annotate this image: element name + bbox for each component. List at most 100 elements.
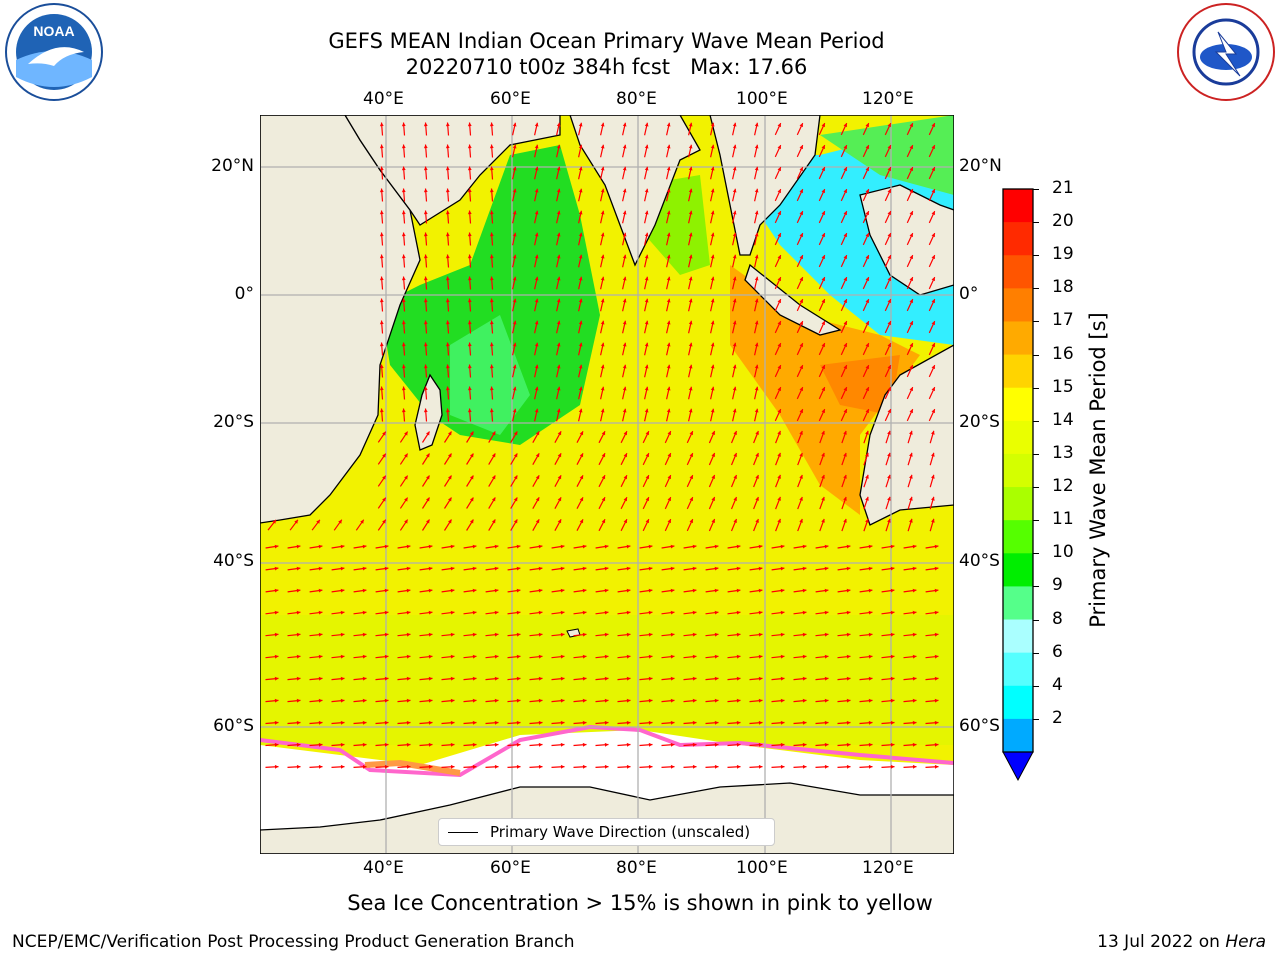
wave-arrow-head: [666, 408, 671, 413]
wave-arrow-head: [710, 276, 715, 281]
wave-arrow-head: [467, 166, 472, 171]
wave-arrow-head: [689, 497, 693, 502]
wave-arrow-head: [710, 298, 715, 303]
wave-arrow-head: [732, 232, 737, 237]
wave-arrow-head: [467, 364, 472, 369]
wave-arrow-head: [689, 475, 693, 480]
wave-arrow-head: [600, 408, 605, 413]
wave-arrow-head: [445, 144, 450, 149]
wave-arrow-head: [732, 364, 737, 369]
wave-arrow-head: [824, 676, 829, 681]
wave-arrow-head: [824, 720, 829, 725]
wave-arrow-head: [560, 632, 565, 637]
wave-arrow-head: [755, 475, 759, 479]
wave-arrow-head: [626, 654, 631, 659]
colorbar-cell: [1003, 487, 1033, 521]
wave-arrow-head: [931, 233, 935, 238]
wave-arrow-head: [799, 145, 803, 150]
wave-arrow-head: [821, 452, 825, 457]
wave-arrow-head: [556, 342, 561, 347]
wave-arrow-head: [340, 544, 345, 549]
wave-arrow-head: [538, 654, 543, 659]
wave-arrow-head: [890, 566, 895, 571]
wave-arrow-head: [382, 431, 386, 436]
legend-label: Primary Wave Direction (unscaled): [490, 823, 751, 841]
wave-arrow-head: [560, 720, 565, 725]
wave-arrow-head: [777, 409, 781, 414]
colorbar-cell: [1003, 718, 1033, 753]
wave-arrow-head: [489, 342, 494, 347]
wave-arrow-head: [780, 544, 785, 549]
wave-arrow-head: [732, 320, 737, 325]
wave-arrow-head: [887, 365, 891, 370]
wave-arrow-head: [535, 475, 540, 480]
wave-arrow-head: [512, 122, 517, 127]
wave-arrow-head: [428, 610, 433, 615]
wave-arrow-head: [887, 255, 891, 260]
wave-arrow-head: [733, 519, 737, 523]
wave-arrow-head: [754, 122, 759, 127]
wave-arrow-head: [799, 474, 803, 479]
wave-arrow-head: [494, 742, 499, 747]
legend-line-swatch: [448, 832, 478, 833]
wave-arrow-head: [428, 676, 433, 681]
colorbar-tick-label: 2: [1052, 707, 1063, 728]
wave-arrow-head: [494, 764, 499, 769]
wave-arrow-head: [890, 610, 895, 615]
wave-arrow-head: [670, 720, 675, 725]
x-tick-top: 40°E: [363, 89, 404, 109]
wave-arrow-head: [714, 588, 719, 593]
wave-arrow-head: [736, 720, 741, 725]
wave-arrow-head: [534, 364, 539, 369]
wave-arrow-head: [622, 276, 627, 281]
wave-arrow-head: [802, 764, 807, 769]
wave-arrow-head: [909, 365, 913, 370]
wave-arrow-head: [865, 123, 869, 128]
wave-arrow-head: [777, 474, 781, 479]
wave-arrow-head: [557, 519, 562, 524]
wave-arrow-head: [384, 544, 389, 549]
wave-arrow-head: [821, 343, 825, 348]
wave-arrow-head: [384, 610, 389, 615]
wave-arrow-head: [843, 430, 847, 435]
wave-arrow-head: [887, 211, 891, 216]
wave-arrow-head: [560, 588, 565, 593]
wave-arrow-head: [445, 254, 450, 259]
wave-arrow-head: [401, 254, 406, 259]
wave-arrow-head: [934, 610, 939, 615]
wave-arrow-head: [582, 676, 587, 681]
wave-arrow-head: [777, 189, 781, 194]
wave-arrow-head: [732, 342, 737, 347]
wave-arrow-head: [688, 166, 693, 171]
colorbar: [1002, 188, 1034, 782]
wave-arrow-head: [711, 431, 715, 435]
colorbar-tick-label: 6: [1052, 641, 1063, 662]
wave-arrow-head: [296, 654, 301, 659]
wave-arrow-head: [513, 475, 518, 480]
y-tick-right: 20°N: [959, 156, 1002, 176]
wave-arrow-head: [710, 122, 715, 127]
wave-arrow-head: [556, 386, 561, 391]
wave-arrow-head: [868, 698, 873, 703]
wave-arrow-head: [423, 364, 428, 369]
wave-arrow-head: [426, 475, 430, 480]
wave-arrow-head: [670, 764, 675, 769]
wave-arrow-head: [890, 632, 895, 637]
colorbar-tick-mark: [1033, 321, 1039, 323]
wave-arrow-head: [865, 387, 869, 392]
wave-arrow-head: [692, 610, 697, 615]
wave-arrow-head: [622, 298, 627, 303]
wave-arrow-head: [909, 452, 913, 457]
wave-arrow-head: [600, 276, 605, 281]
wave-arrow-head: [736, 544, 741, 549]
wave-arrow-head: [777, 123, 781, 128]
wave-arrow-head: [491, 475, 496, 480]
wave-arrow-head: [799, 123, 803, 128]
wave-arrow-head: [909, 211, 913, 216]
wave-arrow-head: [406, 720, 411, 725]
wave-arrow-head: [934, 720, 939, 725]
wave-arrow-head: [512, 364, 517, 369]
wave-arrow-head: [644, 276, 649, 281]
national-weather-service-logo: [1177, 3, 1275, 101]
wave-arrow-head: [406, 610, 411, 615]
